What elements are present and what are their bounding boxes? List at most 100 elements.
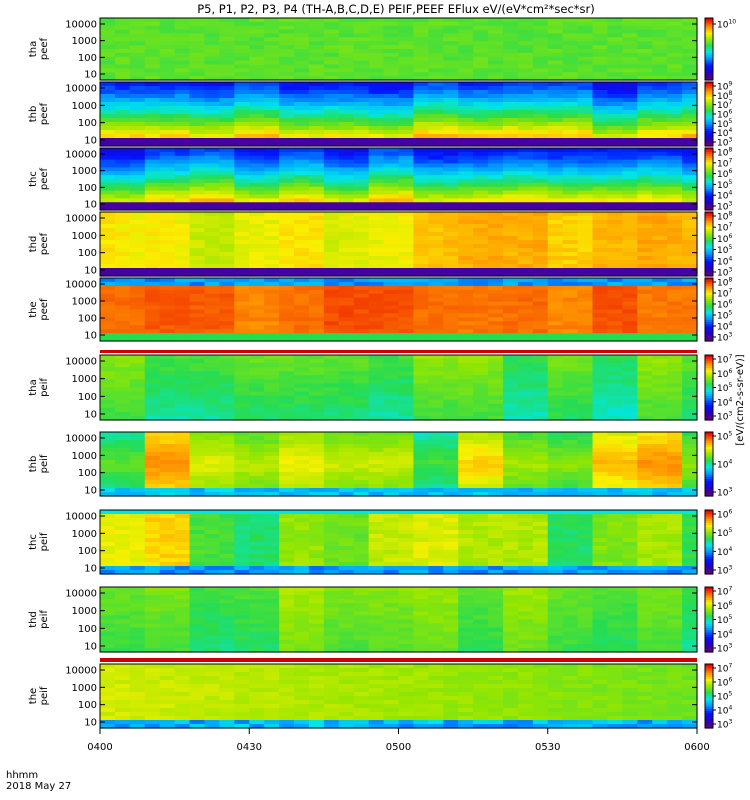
y-tick-label: 10000 — [65, 357, 97, 368]
svg-text:tha: tha — [28, 41, 39, 57]
y-tick-label: 10000 — [65, 434, 97, 445]
colorbar-1: 1010 — [704, 17, 736, 81]
colorbar-tick: 106 — [717, 299, 732, 311]
panel-label: thc peef — [28, 167, 50, 190]
colorbar-tick: 105 — [717, 310, 732, 322]
y-tick-label: 10 — [84, 718, 97, 729]
colorbar-tick: 104 — [717, 321, 732, 333]
colorbar-tick: 103 — [717, 719, 732, 731]
panel-10: 10000 1000 100 10 the peif — [28, 663, 698, 729]
y-tick-label: 10000 — [65, 280, 97, 291]
colorbar-tick: 104 — [717, 190, 732, 202]
svg-text:peif: peif — [39, 378, 50, 397]
y-tick-label: 10000 — [65, 20, 97, 31]
y-tick-label: 1000 — [72, 606, 97, 617]
y-tick-label: 10 — [84, 486, 97, 497]
colorbar-tick: 105 — [717, 118, 732, 130]
x-tick-label: 0600 — [684, 742, 709, 753]
svg-text:thb: thb — [28, 456, 39, 473]
colorbar-tick: 104 — [717, 705, 732, 717]
colorbar-tick: 105 — [717, 179, 732, 191]
svg-text:tha: tha — [28, 379, 39, 395]
panel-frame — [99, 277, 698, 342]
colorbar-tick: 103 — [717, 565, 732, 577]
x-axis-date: 2018 May 27 — [6, 781, 71, 792]
y-tick-label: 1000 — [72, 374, 97, 385]
panel-label: thd peef — [28, 232, 50, 255]
colorbar-tick: 106 — [717, 109, 732, 121]
y-tick-label: 10000 — [65, 214, 97, 225]
panel-label: thb peif — [28, 454, 50, 473]
y-tick-label: 100 — [78, 183, 97, 194]
colorbar-tick: 103 — [717, 643, 732, 655]
svg-text:thb: thb — [28, 106, 39, 123]
colorbar-tick: 106 — [717, 168, 732, 180]
panel-label: tha peef — [28, 37, 50, 60]
x-axis-label: hhmm — [6, 770, 38, 781]
panel-frame — [99, 586, 698, 653]
separator — [100, 350, 697, 353]
panel-label: thc peif — [28, 532, 50, 551]
x-tick-label: 0500 — [386, 742, 411, 753]
colorbar-6: 107 106 105 104 103 — [704, 354, 732, 423]
panel-label: tha peif — [28, 378, 50, 397]
colorbar-9: 107 106 105 104 103 — [704, 586, 732, 655]
y-tick-label: 100 — [78, 53, 97, 64]
colorbar-10: 107 106 105 104 103 — [704, 663, 732, 731]
panel-7: 10000 1000 100 10 thb peif — [28, 431, 698, 497]
panel-frame — [99, 354, 698, 421]
panel-frame — [99, 431, 698, 497]
colorbar-tick: 106 — [717, 677, 732, 689]
colorbar-tick: 1010 — [717, 19, 736, 31]
y-tick-label: 10 — [84, 331, 97, 342]
panel-2: 10000 1000 100 10 thb peef — [28, 81, 698, 147]
y-tick-label: 100 — [78, 118, 97, 129]
svg-text:thd: thd — [28, 236, 39, 253]
colorbar-tick: 107 — [717, 663, 732, 675]
colorbar-tick: 103 — [717, 137, 732, 149]
y-tick-label: 10 — [84, 70, 97, 81]
y-tick-label: 10 — [84, 200, 97, 211]
svg-text:peef: peef — [39, 37, 50, 60]
panel-6: 10000 1000 100 10 tha peif — [28, 354, 698, 421]
colorbar-tick: 104 — [717, 396, 732, 408]
y-tick-label: 10 — [84, 266, 97, 277]
y-tick-label: 10000 — [65, 589, 97, 600]
colorbar-tick: 106 — [717, 509, 732, 521]
y-tick-label: 10 — [84, 136, 97, 147]
svg-text:the: the — [28, 301, 39, 317]
panel-label: thd peif — [28, 610, 50, 629]
svg-text:thc: thc — [28, 171, 39, 187]
colorbar-title: [eV/(cm2-s-sr-eV)] — [735, 354, 746, 445]
y-tick-label: 1000 — [72, 231, 97, 242]
colorbar-tick: 104 — [717, 459, 732, 471]
y-tick-label: 10000 — [65, 150, 97, 161]
y-tick-label: 10 — [84, 410, 97, 421]
panel-1: 10000 1000 100 10 tha peef — [28, 17, 698, 81]
x-tick-label: 0530 — [535, 742, 560, 753]
colorbar-tick: 108 — [717, 147, 732, 159]
colorbar-7: 105 104 103 — [704, 431, 732, 499]
y-tick-label: 100 — [78, 624, 97, 635]
y-tick-label: 100 — [78, 700, 97, 711]
y-tick-label: 10000 — [65, 666, 97, 677]
y-tick-label: 100 — [78, 546, 97, 557]
y-tick-label: 10 — [84, 564, 97, 575]
panel-4: 10000 1000 100 10 thd peef — [28, 211, 698, 277]
colorbar-tick: 103 — [717, 267, 732, 279]
colorbar-tick: 105 — [717, 431, 732, 443]
y-tick-label: 10 — [84, 642, 97, 653]
colorbar-tick: 105 — [717, 691, 732, 703]
panel-9: 10000 1000 100 10 thd peif — [28, 586, 698, 653]
panel-8: 10000 1000 100 10 thc peif — [28, 509, 698, 575]
colorbar-tick: 106 — [717, 368, 732, 380]
colorbar-tick: 107 — [717, 222, 732, 234]
colorbar-tick: 103 — [717, 201, 732, 213]
y-tick-label: 10000 — [65, 512, 97, 523]
colorbar-tick: 109 — [717, 81, 732, 93]
colorbar-tick: 108 — [717, 90, 732, 102]
panel-frame — [99, 17, 698, 81]
